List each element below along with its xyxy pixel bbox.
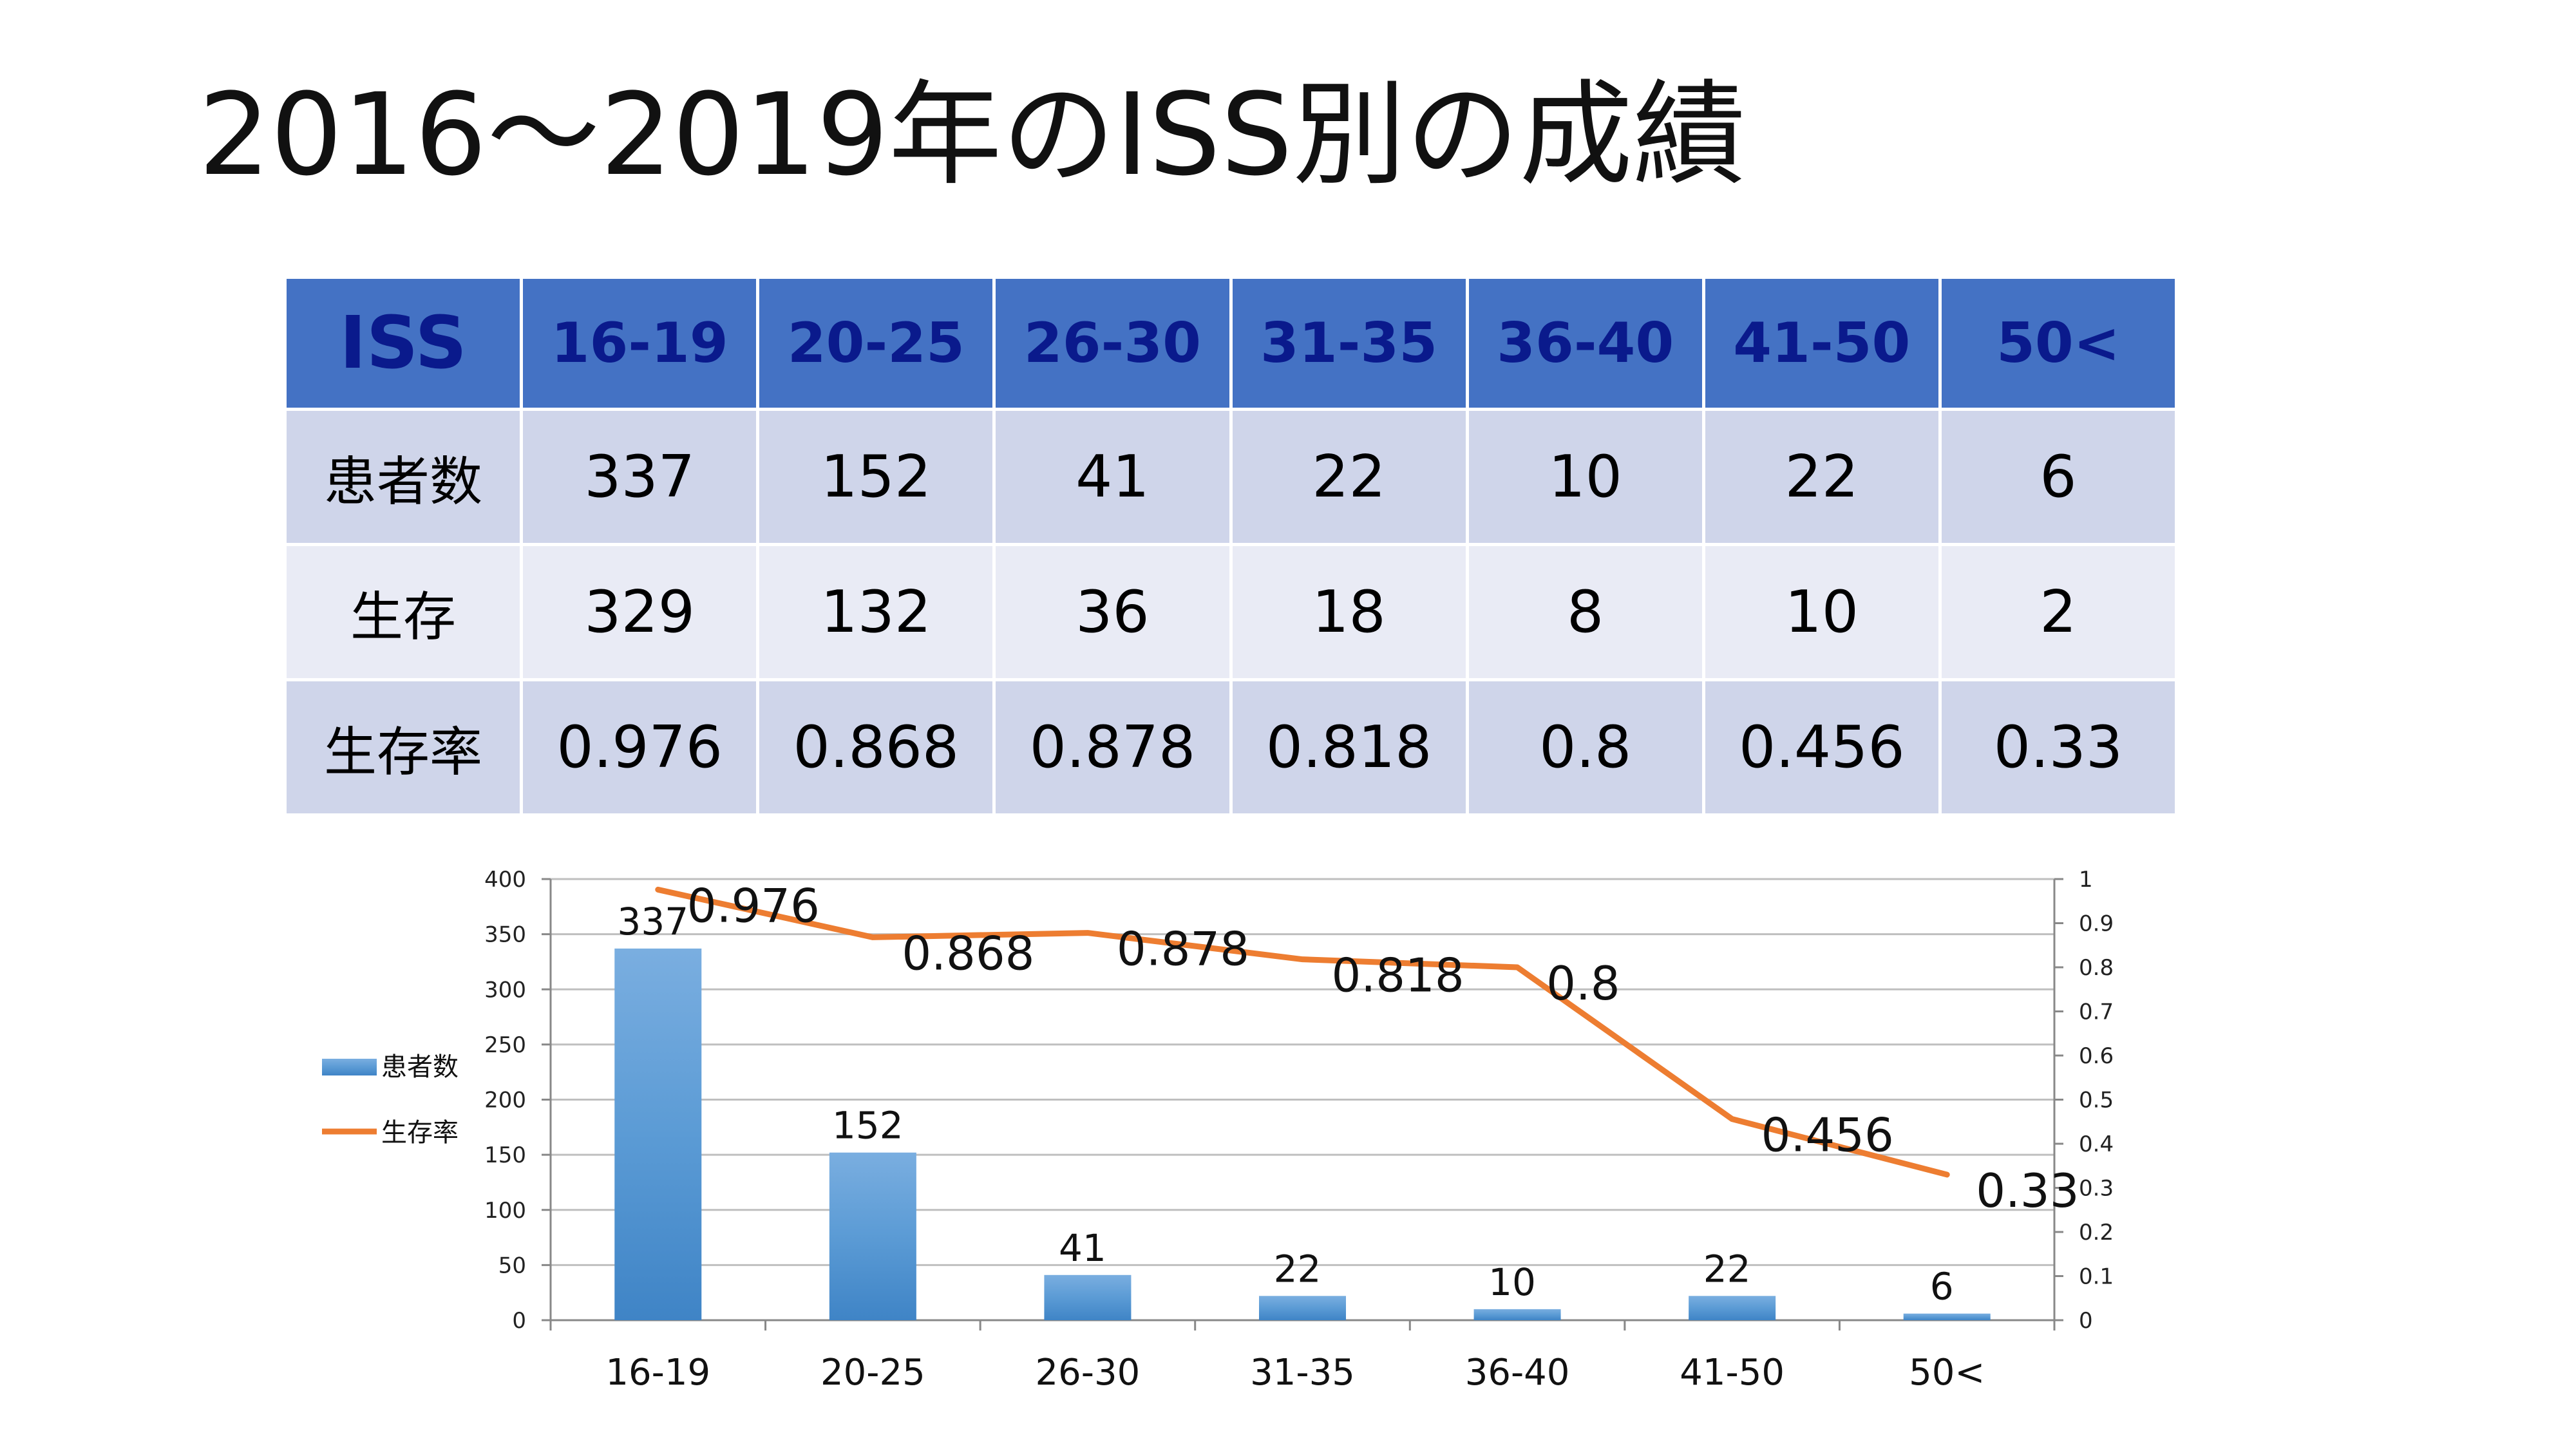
y-left-tick-label: 50 xyxy=(498,1253,526,1278)
table-cell: 0.456 xyxy=(1701,678,1942,817)
table-row: 患者数 337 152 41 22 10 22 6 xyxy=(283,408,2179,546)
line-data-label: 0.878 xyxy=(1117,922,1249,976)
table-header-cell: 20-25 xyxy=(756,276,996,411)
x-tick-label: 41-50 xyxy=(1680,1352,1785,1394)
y-right-tick-label: 0 xyxy=(2079,1308,2093,1334)
table-cell: 18 xyxy=(1229,543,1469,681)
y-right-tick-label: 0.8 xyxy=(2079,955,2114,981)
table-cell: 132 xyxy=(756,543,996,681)
iss-table: ISS 16-19 20-25 26-30 31-35 36-40 41-50 … xyxy=(283,276,2179,817)
line-data-label: 0.976 xyxy=(687,878,820,933)
table-cell: 0.8 xyxy=(1465,678,1705,817)
table-cell: 0.976 xyxy=(520,678,760,817)
bar xyxy=(1689,1296,1776,1320)
y-right-tick-label: 0.9 xyxy=(2079,911,2114,937)
x-tick-label: 50< xyxy=(1909,1352,1985,1394)
bar-data-label: 152 xyxy=(832,1104,904,1148)
table-cell: 152 xyxy=(756,408,996,546)
x-tick-label: 26-30 xyxy=(1036,1352,1141,1394)
line-data-label: 0.456 xyxy=(1761,1108,1894,1162)
y-left-tick-label: 150 xyxy=(484,1142,526,1168)
table-cell: 22 xyxy=(1229,408,1469,546)
table-row: 生存率 0.976 0.868 0.878 0.818 0.8 0.456 0.… xyxy=(283,678,2179,817)
x-tick-label: 31-35 xyxy=(1250,1352,1355,1394)
table-cell: 10 xyxy=(1465,408,1705,546)
series-line xyxy=(655,886,1950,1178)
table-header-cell: 50< xyxy=(1938,276,2179,411)
table-cell: 6 xyxy=(1938,408,2179,546)
x-tick-label: 36-40 xyxy=(1465,1352,1570,1394)
x-tick-label: 16-19 xyxy=(605,1352,710,1394)
table-cell: 8 xyxy=(1465,543,1705,681)
y-left-tick-label: 0 xyxy=(512,1308,526,1334)
table-header-row: ISS 16-19 20-25 26-30 31-35 36-40 41-50 … xyxy=(283,276,2179,411)
table-header-cell: 41-50 xyxy=(1701,276,1942,411)
bar-data-label: 22 xyxy=(1274,1247,1321,1291)
bar-data-label: 41 xyxy=(1059,1226,1106,1270)
y-right-tick-label: 0.4 xyxy=(2079,1132,2114,1157)
x-tick-label: 20-25 xyxy=(820,1352,925,1394)
line-data-label: 0.33 xyxy=(1976,1164,2079,1218)
table-header-cell: 31-35 xyxy=(1229,276,1469,411)
table-cell: 生存 xyxy=(283,543,524,681)
y-right-tick-label: 0.5 xyxy=(2079,1088,2114,1113)
bar xyxy=(1473,1309,1561,1320)
y-left-tick-label: 200 xyxy=(484,1088,526,1113)
legend-label: 患者数 xyxy=(381,1052,459,1082)
table-header-cell: 36-40 xyxy=(1465,276,1705,411)
page-title: 2016～2019年のISS別の成績 xyxy=(198,69,1747,201)
bar-data-label: 10 xyxy=(1488,1260,1536,1304)
table-header-cell: 26-30 xyxy=(992,276,1233,411)
y-left-tick-label: 300 xyxy=(484,977,526,1003)
line-data-label: 0.868 xyxy=(902,926,1034,980)
y-left-tick-label: 400 xyxy=(484,867,526,893)
table-cell: 337 xyxy=(520,408,760,546)
line-data-label: 0.818 xyxy=(1332,949,1464,1003)
legend-label: 生存率 xyxy=(381,1118,459,1148)
table-row: 生存 329 132 36 18 8 10 2 xyxy=(283,543,2179,681)
table-cell: 0.33 xyxy=(1938,678,2179,817)
bar xyxy=(1903,1313,1991,1320)
bar-data-label: 337 xyxy=(617,900,688,943)
table-cell: 36 xyxy=(992,543,1233,681)
table-cell: 患者数 xyxy=(283,408,524,546)
table-cell: 0.818 xyxy=(1229,678,1469,817)
y-left-tick-label: 250 xyxy=(484,1032,526,1058)
y-right-tick-label: 0.7 xyxy=(2079,999,2114,1025)
y-right-tick-label: 0.2 xyxy=(2079,1220,2114,1245)
table-cell: 生存率 xyxy=(283,678,524,817)
y-left-tick-label: 100 xyxy=(484,1198,526,1224)
table-cell: 0.878 xyxy=(992,678,1233,817)
table-cell: 2 xyxy=(1938,543,2179,681)
table-header-cell: 16-19 xyxy=(520,276,760,411)
y-right-tick-label: 0.1 xyxy=(2079,1264,2114,1290)
y-left-tick-label: 350 xyxy=(484,922,526,948)
bar-data-label: 22 xyxy=(1703,1247,1751,1291)
legend-bar-swatch xyxy=(322,1059,377,1075)
line-data-label: 0.8 xyxy=(1546,956,1620,1010)
table-header-cell: ISS xyxy=(283,276,524,411)
y-right-tick-label: 0.3 xyxy=(2079,1176,2114,1202)
y-right-tick-label: 1 xyxy=(2079,867,2093,893)
bar xyxy=(614,948,702,1320)
table-cell: 0.868 xyxy=(756,678,996,817)
bar xyxy=(1044,1274,1132,1320)
table-cell: 10 xyxy=(1701,543,1942,681)
y-right-tick-label: 0.6 xyxy=(2079,1043,2114,1069)
table-cell: 41 xyxy=(992,408,1233,546)
table-cell: 22 xyxy=(1701,408,1942,546)
table-cell: 329 xyxy=(520,543,760,681)
bar xyxy=(829,1152,916,1320)
bar xyxy=(1259,1296,1346,1320)
bar-data-label: 6 xyxy=(1930,1265,1954,1309)
